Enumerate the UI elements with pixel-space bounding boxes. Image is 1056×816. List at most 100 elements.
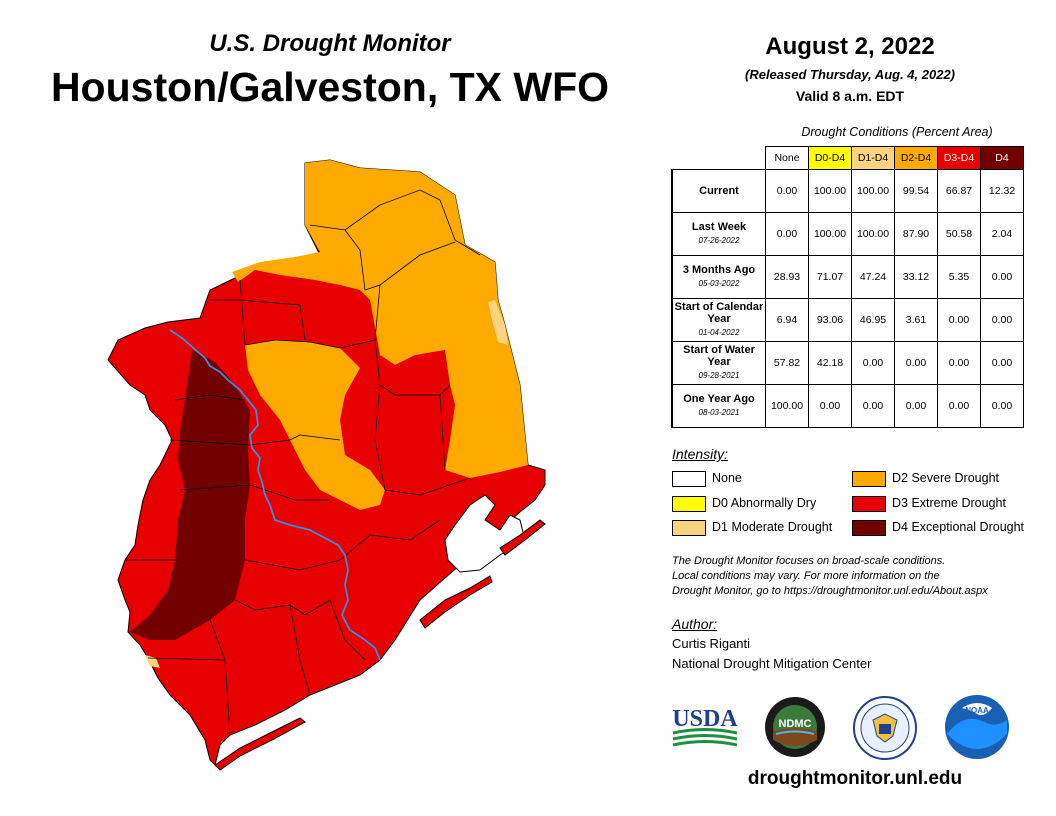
table-cell: 0.00 [851,384,895,428]
usda-logo-text: USDA [672,706,738,732]
table-cell: 100.00 [808,169,852,213]
column-header: D2-D4 [894,146,938,170]
column-header: None [765,146,809,170]
column-header: D4 [980,146,1024,170]
table-cell: 47.24 [851,255,895,299]
ndmc-logo-text: NDMC [779,718,812,730]
table-cell: 0.00 [980,255,1024,299]
table-cell: 0.00 [765,169,809,213]
table-row: One Year Ago 08-03-2021 100.00 0.00 0.00 … [671,384,1024,428]
row-date: 01-04-2022 [698,328,740,337]
row-date: 09-28-2021 [698,371,740,380]
table-cell: 6.94 [765,298,809,342]
row-label: Last Week 07-26-2022 [671,212,766,256]
column-header: D1-D4 [851,146,895,170]
legend-swatch [852,471,886,487]
table-cell: 42.18 [808,341,852,385]
table-cell: 0.00 [851,341,895,385]
table-cell: 100.00 [765,384,809,428]
table-cell: 50.58 [937,212,981,256]
table-corner [672,147,766,170]
row-label: One Year Ago 08-03-2021 [671,384,766,428]
map-title: Houston/Galveston, TX WFO [50,64,610,110]
map-region-d4 [130,350,250,640]
drought-map [107,159,546,771]
table-cell: 3.61 [894,298,938,342]
row-date: 08-03-2021 [698,408,740,417]
map-region-d1-east [488,300,508,345]
table-cell: 100.00 [851,169,895,213]
legend-swatch [672,520,706,536]
valid-time: Valid 8 a.m. EDT [795,88,905,104]
table-cell: 100.00 [851,212,895,256]
table-cell: 93.06 [808,298,852,342]
table-row: Start of Calendar Year 01-04-2022 6.94 93… [671,298,1024,342]
table-cell: 0.00 [937,298,981,342]
map-region-d2-north [232,160,528,478]
website-link[interactable]: droughtmonitor.unl.edu [747,768,963,789]
note-line: The Drought Monitor focuses on broad-sca… [672,555,946,567]
table-cell: 5.35 [937,255,981,299]
row-date: 07-26-2022 [698,236,740,245]
map-region-d2-central [245,340,385,510]
legend-swatch [852,520,886,536]
table-cell: 0.00 [808,384,852,428]
doc-seal-logo [853,696,917,760]
legend-swatch [672,471,706,487]
galveston-bay [444,494,526,573]
legend-label: None [712,471,742,485]
noaa-logo: NOAA [945,695,1009,759]
table-cell: 46.95 [851,298,895,342]
table-cell: 0.00 [765,212,809,256]
note-line: Drought Monitor, go to https://droughtmo… [672,585,988,597]
noaa-logo-text: NOAA [965,706,989,715]
table-cell: 0.00 [980,384,1024,428]
conditions-table: None D0-D4 D1-D4 D2-D4 D3-D4 D4 Current … [671,146,1024,428]
galveston-island [419,575,493,629]
table-cell: 33.12 [894,255,938,299]
table-row: 3 Months Ago 05-03-2022 28.93 71.07 47.24… [671,255,1024,299]
map-subtitle: U.S. Drought Monitor [209,30,451,57]
table-cell: 0.00 [894,341,938,385]
table-cell: 28.93 [765,255,809,299]
legend-label: D4 Exceptional Drought [892,520,1025,534]
table-cell: 71.07 [808,255,852,299]
legend-label: D1 Moderate Drought [712,520,833,534]
table-cell: 2.04 [980,212,1024,256]
column-header: D0-D4 [808,146,852,170]
bolivar-peninsula [499,519,546,556]
row-label: 3 Months Ago 05-03-2022 [671,255,766,299]
legend-label: D2 Severe Drought [892,471,1000,485]
table-cell: 0.00 [937,341,981,385]
usda-logo: USDA [672,706,738,747]
author-name: Curtis Riganti [672,636,751,651]
legend-label: D3 Extreme Drought [892,496,1006,510]
table-cell: 0.00 [980,341,1024,385]
table-caption: Drought Conditions (Percent Area) [801,125,993,139]
river [169,329,381,661]
table-cell: 0.00 [980,298,1024,342]
disclaimer-note: The Drought Monitor focuses on broad-sca… [672,554,1042,599]
table-cell: 12.32 [980,169,1024,213]
matagorda-peninsula [214,717,306,771]
row-label: Start of Calendar Year 01-04-2022 [671,298,766,342]
legend-swatch [672,496,706,512]
map-date: August 2, 2022 [765,33,935,60]
row-label: Start of Water Year 09-28-2021 [671,341,766,385]
table-cell: 66.87 [937,169,981,213]
note-line: Local conditions may vary. For more info… [672,570,940,582]
legend-title: Intensity: [672,446,729,462]
ndmc-logo: NDMC [765,697,825,757]
table-cell: 57.82 [765,341,809,385]
author-org: National Drought Mitigation Center [672,656,872,671]
author-label: Author: [672,616,718,632]
table-row: Last Week 07-26-2022 0.00 100.00 100.00 8… [671,212,1024,256]
legend-label: D0 Abnormally Dry [712,496,817,510]
row-date: 05-03-2022 [698,279,740,288]
table-cell: 100.00 [808,212,852,256]
column-header: D3-D4 [937,146,981,170]
table-cell: 99.54 [894,169,938,213]
county-borders [125,189,481,736]
table-cell: 0.00 [894,384,938,428]
table-cell: 0.00 [937,384,981,428]
